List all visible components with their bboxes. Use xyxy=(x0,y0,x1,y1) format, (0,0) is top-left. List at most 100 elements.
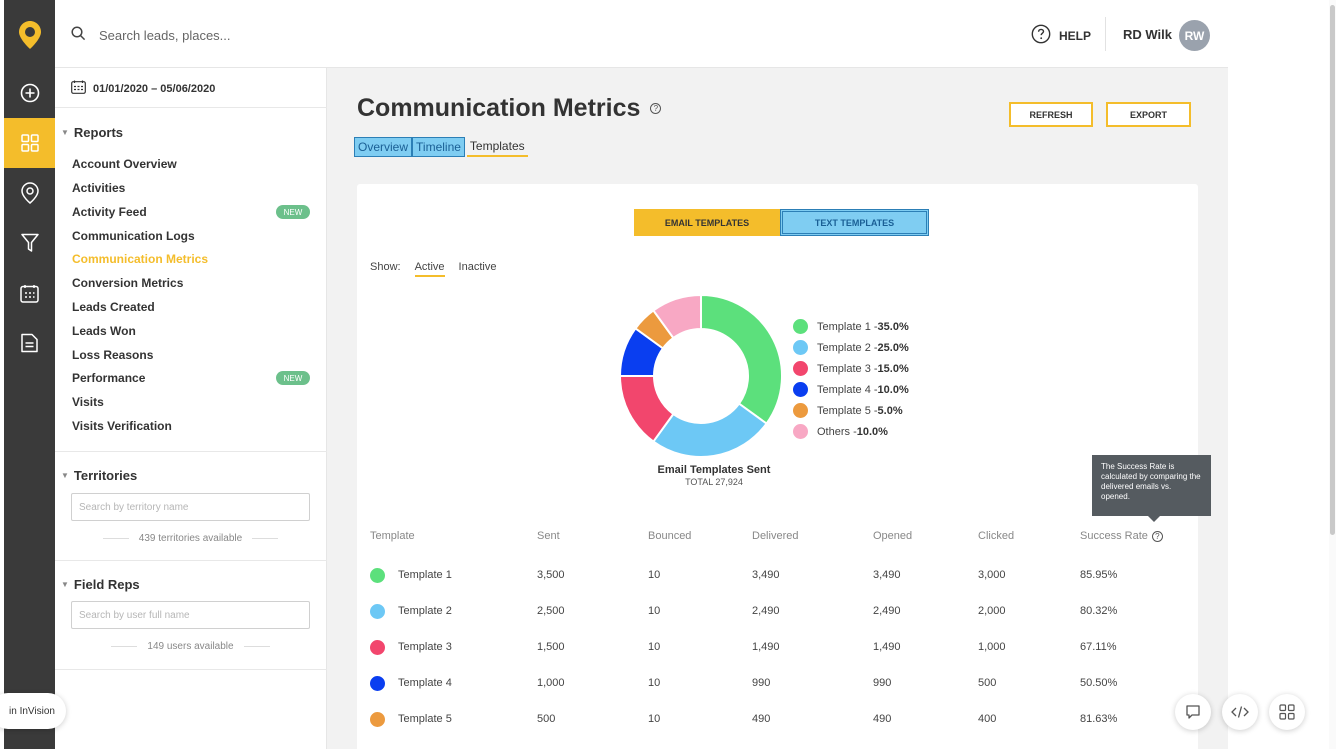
field-rep-search-input[interactable] xyxy=(71,601,310,629)
scrollbar-thumb[interactable] xyxy=(1330,5,1335,535)
legend-swatch xyxy=(793,424,808,439)
filter-inactive[interactable]: Inactive xyxy=(458,261,497,273)
table-cell-opened: 1,490 xyxy=(873,641,901,653)
donut-slice-1[interactable] xyxy=(700,293,783,426)
top-bar: HELP RD Wilk RW xyxy=(55,0,1228,68)
table-cell-delivered: 3,490 xyxy=(752,569,780,581)
report-item-leads-created[interactable]: Leads Created xyxy=(72,300,155,314)
table-cell-sent: 500 xyxy=(537,713,556,725)
legend-label: Template 5 - xyxy=(817,404,878,417)
table-cell-clicked: 1,000 xyxy=(978,641,1006,653)
territory-search-input[interactable] xyxy=(71,493,310,521)
report-item-performance[interactable]: Performance xyxy=(72,371,146,385)
report-item-conversion-metrics[interactable]: Conversion Metrics xyxy=(72,276,184,290)
report-item-leads-won[interactable]: Leads Won xyxy=(72,324,136,338)
report-item-visits[interactable]: Visits xyxy=(72,395,104,409)
document-icon[interactable] xyxy=(4,318,55,368)
table-cell-rate: 81.63% xyxy=(1080,713,1118,725)
search-icon xyxy=(71,26,86,46)
export-button[interactable]: EXPORT xyxy=(1106,102,1191,127)
legend-value: 10.0% xyxy=(877,383,909,396)
legend-item: Template 1 - 35.0% xyxy=(793,316,909,337)
table-cell-template: Template 5 xyxy=(398,713,452,725)
user-name[interactable]: RD Wilk xyxy=(1123,27,1172,42)
divider-line xyxy=(102,538,129,539)
donut-slice-6[interactable] xyxy=(651,293,702,340)
help-button[interactable]: HELP xyxy=(1031,24,1091,47)
divider-line xyxy=(111,646,138,647)
code-icon[interactable] xyxy=(1222,694,1258,730)
search-input[interactable] xyxy=(99,22,399,48)
row-color-dot xyxy=(370,712,385,727)
show-label: Show: xyxy=(370,261,401,273)
text-templates-toggle[interactable]: TEXT TEMPLATES xyxy=(780,209,929,236)
logo-pin-icon[interactable] xyxy=(4,0,55,70)
location-pin-icon[interactable] xyxy=(4,168,55,218)
tab-templates[interactable]: Templates xyxy=(466,137,528,157)
date-range-label: 01/01/2020 – 05/06/2020 xyxy=(93,82,216,95)
help-circle-icon[interactable]: ? xyxy=(650,103,662,114)
success-rate-tooltip: The Success Rate is calculated by compar… xyxy=(1092,455,1211,522)
legend-swatch xyxy=(793,361,808,376)
column-header-bounced: Bounced xyxy=(648,530,692,542)
table-cell-sent: 1,000 xyxy=(537,677,565,689)
report-item-activity-feed[interactable]: Activity Feed xyxy=(72,205,147,219)
territories-section-toggle[interactable]: ▼ Territories xyxy=(61,468,137,483)
grid-icon[interactable] xyxy=(1269,694,1305,730)
column-header-template: Template xyxy=(370,530,415,542)
calendar-icon[interactable] xyxy=(4,268,55,318)
tab-timeline[interactable]: Timeline xyxy=(412,137,465,157)
table-cell-sent: 3,500 xyxy=(537,569,565,581)
new-badge: NEW xyxy=(276,205,310,219)
territories-available-label: 439 territories available xyxy=(138,533,243,544)
table-cell-rate: 67.11% xyxy=(1080,641,1117,653)
table-cell-clicked: 3,000 xyxy=(978,569,1006,581)
date-range-picker[interactable]: 01/01/2020 – 05/06/2020 xyxy=(71,80,215,97)
report-item-loss-reasons[interactable]: Loss Reasons xyxy=(72,348,154,362)
report-item-communication-logs[interactable]: Communication Logs xyxy=(72,229,195,243)
funnel-icon[interactable] xyxy=(4,218,55,268)
filter-active[interactable]: Active xyxy=(414,261,445,277)
report-item-visits-verification[interactable]: Visits Verification xyxy=(72,419,172,433)
field-reps-section-toggle[interactable]: ▼ Field Reps xyxy=(61,577,140,592)
avatar[interactable]: RW xyxy=(1179,20,1210,51)
email-templates-toggle[interactable]: EMAIL TEMPLATES xyxy=(634,209,780,236)
reports-section-toggle[interactable]: ▼ Reports xyxy=(61,125,123,140)
success-rate-label: Success Rate xyxy=(1080,530,1148,542)
legend-swatch xyxy=(793,340,808,355)
header-divider xyxy=(1105,17,1106,51)
comment-icon[interactable] xyxy=(1175,694,1211,730)
table-cell-delivered: 2,490 xyxy=(752,605,780,617)
page-scrollbar[interactable] xyxy=(1329,0,1336,749)
legend-label: Template 4 - xyxy=(817,383,878,396)
legend-item: Others - 10.0% xyxy=(793,421,909,442)
table-cell-clicked: 2,000 xyxy=(978,605,1006,617)
divider-line xyxy=(243,646,270,647)
help-circle-icon[interactable]: ? xyxy=(1151,530,1163,542)
reports-heading: Reports xyxy=(73,125,124,140)
divider xyxy=(55,107,327,108)
new-badge: NEW xyxy=(276,371,310,385)
divider xyxy=(55,451,327,452)
table-cell-rate: 85.95% xyxy=(1080,569,1118,581)
tab-overview[interactable]: Overview xyxy=(354,137,413,157)
table-cell-template: Template 4 xyxy=(398,677,452,689)
help-icon xyxy=(1031,24,1051,47)
show-filter: Show: Active Inactive xyxy=(370,261,496,277)
report-item-activities[interactable]: Activities xyxy=(72,181,126,195)
refresh-button[interactable]: REFRESH xyxy=(1009,102,1093,127)
legend-label: Template 1 - xyxy=(817,320,878,333)
table-cell-bounced: 10 xyxy=(648,569,661,581)
report-item-communication-metrics[interactable]: Communication Metrics xyxy=(72,252,209,266)
donut-caption: Email Templates Sent TOTAL 27,924 xyxy=(614,464,814,487)
plus-circle-icon[interactable] xyxy=(4,68,55,118)
legend-label: Others - xyxy=(817,425,857,438)
territories-heading: Territories xyxy=(73,468,138,483)
column-header-clicked: Clicked xyxy=(978,530,1015,542)
reports-grid-icon[interactable] xyxy=(4,118,55,168)
table-cell-rate: 80.32% xyxy=(1080,605,1118,617)
legend-label: Template 2 - xyxy=(817,341,878,354)
column-header-opened: Opened xyxy=(873,530,913,542)
invision-badge[interactable]: in InVision xyxy=(0,693,66,729)
report-item-account-overview[interactable]: Account Overview xyxy=(72,157,177,171)
